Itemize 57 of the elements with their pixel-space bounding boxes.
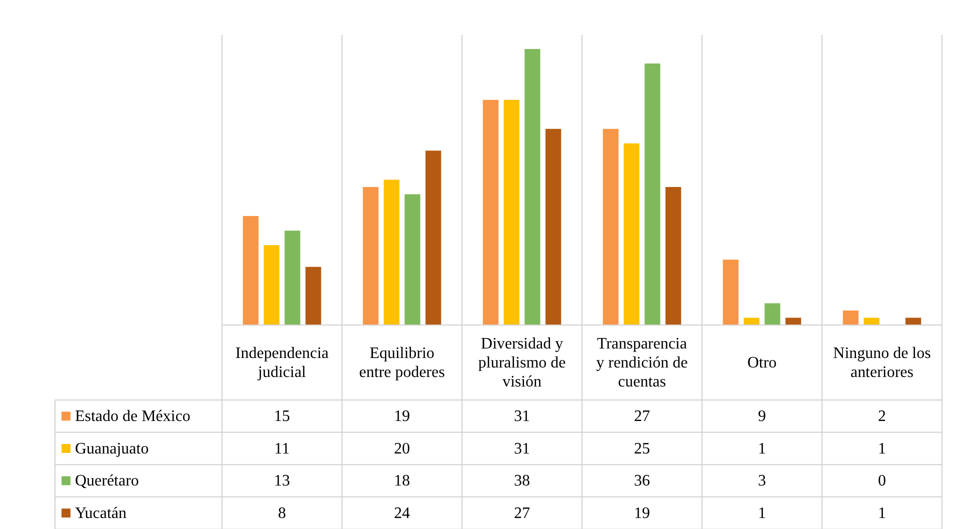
bar — [644, 64, 660, 325]
x-tick-label: Independencia judicial — [235, 344, 329, 381]
data-label: 20 — [394, 440, 410, 458]
data-label: 9 — [758, 408, 766, 426]
data-label: 36 — [634, 472, 650, 490]
bar — [284, 230, 300, 325]
data-label: 38 — [514, 472, 530, 490]
data-label: 15 — [274, 408, 290, 426]
data-label: 31 — [514, 408, 530, 426]
bar — [504, 100, 520, 325]
data-label: 27 — [514, 505, 530, 522]
x-tick-label: Diversidad y pluralismo de visión — [478, 335, 566, 390]
bar — [842, 310, 859, 325]
data-label: 1 — [878, 505, 886, 522]
x-tick-label: Transparencia y rendición de cuentas — [596, 335, 688, 390]
data-label: 13 — [274, 472, 290, 490]
bar — [665, 186, 682, 325]
data-label: 19 — [634, 505, 650, 522]
data-label: 25 — [634, 440, 650, 458]
bar — [242, 216, 259, 325]
bar — [482, 100, 499, 325]
bar — [905, 318, 922, 325]
data-label: 18 — [394, 472, 410, 490]
bar — [864, 318, 880, 325]
bar — [384, 180, 400, 325]
data-label: 1 — [758, 440, 766, 458]
data-label: 2 — [878, 408, 886, 426]
bar — [404, 194, 420, 325]
bar — [744, 318, 760, 325]
bar — [785, 318, 802, 325]
data-label: 31 — [514, 440, 530, 458]
x-tick-label: Otro — [747, 354, 777, 372]
bar — [264, 245, 280, 325]
bar — [524, 49, 540, 325]
legend-label: Querétaro — [75, 472, 139, 490]
data-label: 1 — [878, 440, 886, 458]
data-label: 1 — [758, 505, 766, 522]
bar — [722, 260, 739, 325]
data-label: 11 — [274, 440, 290, 458]
x-tick-label: Equilibrio entre poderes — [359, 344, 445, 381]
data-label: 24 — [394, 505, 410, 522]
data-label: 27 — [634, 408, 650, 426]
data-label: 8 — [278, 505, 286, 522]
bar — [362, 186, 379, 325]
data-label: 3 — [758, 472, 766, 490]
bar — [425, 150, 442, 325]
legend-label: Guanajuato — [75, 440, 149, 458]
bar — [602, 128, 619, 325]
x-tick-label: Ninguno de los anteriores — [833, 344, 931, 381]
bar — [764, 303, 780, 325]
legend-label: Estado de México — [75, 408, 190, 426]
data-label: 0 — [878, 472, 886, 490]
bar — [624, 143, 640, 325]
bar — [545, 128, 562, 325]
data-label: 19 — [394, 408, 410, 426]
legend-label: Yucatán — [75, 505, 126, 522]
bar — [305, 266, 322, 325]
